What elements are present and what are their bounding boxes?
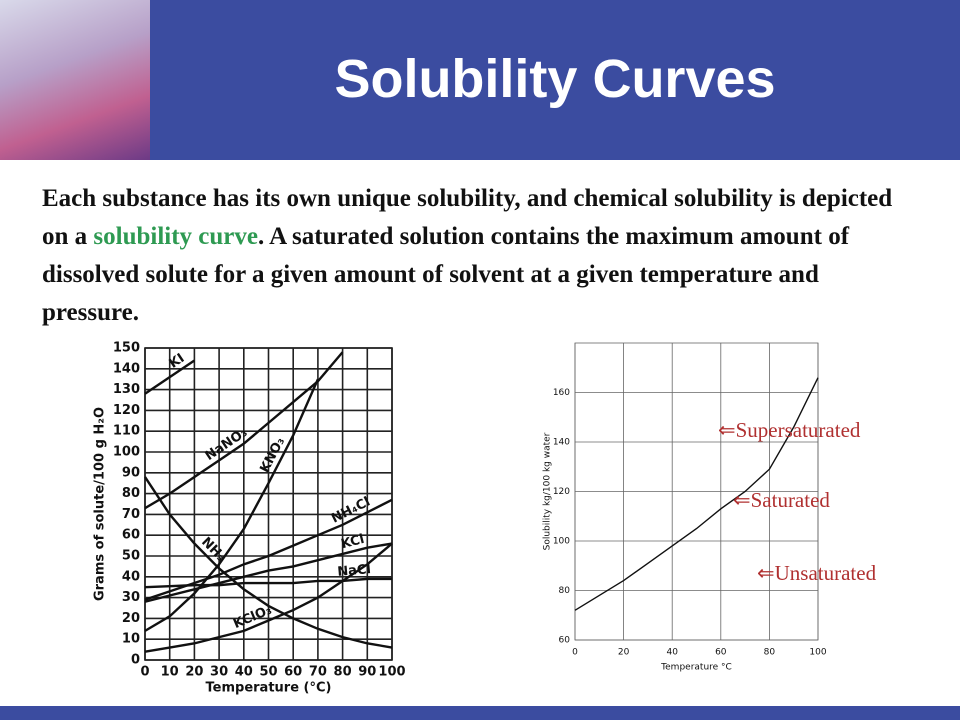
arrow-icon: ⇐ xyxy=(733,488,751,512)
x-tick-label: 40 xyxy=(235,665,253,680)
y-tick-label: 60 xyxy=(122,528,140,543)
x-tick-label: 0 xyxy=(140,665,149,680)
curve xyxy=(144,351,344,510)
y-tick-label: 90 xyxy=(122,465,140,480)
chart: 0 10 20 30 40 50 60 70 80 90 100010203040506070809… xyxy=(93,341,406,696)
annotation-text: Unsaturated xyxy=(775,561,877,585)
y-tick-label: 160 xyxy=(553,388,570,398)
footer-band xyxy=(0,706,960,720)
x-tick-label: 40 xyxy=(666,648,678,658)
curve xyxy=(143,476,393,649)
chart: 0 20 40 60 80 100 60 80 100 120 140 160 Temperature … xyxy=(543,342,877,673)
annotation: ⇐Unsaturated xyxy=(757,561,877,585)
x-tick-label: 20 xyxy=(185,665,203,680)
annotation-text: Saturated xyxy=(751,488,831,512)
y-tick-label: 100 xyxy=(553,537,570,547)
curve xyxy=(144,542,393,653)
y-tick-label: 0 xyxy=(131,653,140,668)
x-tick-label: 90 xyxy=(358,665,376,680)
y-tick-label: 20 xyxy=(122,611,140,626)
curve xyxy=(574,377,819,611)
y-tick-label: 60 xyxy=(559,636,571,646)
x-tick-label: 100 xyxy=(809,648,826,658)
flask-image xyxy=(0,0,150,160)
x-axis-label: Temperature (°C) xyxy=(206,681,332,696)
x-tick-label: 80 xyxy=(764,648,776,658)
annotation: ⇐Saturated xyxy=(733,488,830,512)
y-tick-label: 130 xyxy=(113,382,140,397)
curve xyxy=(144,542,393,603)
x-tick-label: 20 xyxy=(618,648,630,658)
y-tick-label: 10 xyxy=(122,632,140,647)
annotation: ⇐Supersaturated xyxy=(718,418,861,442)
curve xyxy=(144,359,196,395)
arrow-icon: ⇐ xyxy=(757,561,775,585)
y-tick-label: 110 xyxy=(113,424,140,439)
slide-title: Solubility Curves xyxy=(334,49,776,109)
x-tick-label: 60 xyxy=(715,648,727,658)
y-tick-label: 70 xyxy=(122,507,140,522)
y-tick-label: 40 xyxy=(122,569,140,584)
y-tick-label: 100 xyxy=(113,445,140,460)
y-tick-label: 80 xyxy=(122,486,140,501)
annotation-text: Supersaturated xyxy=(736,418,861,442)
x-axis-label: Temperature °C xyxy=(660,663,732,673)
curve-label: KI xyxy=(167,351,188,372)
y-axis-label: Grams of solute/100 g H₂O xyxy=(93,407,108,601)
y-tick-label: 50 xyxy=(122,549,140,564)
y-axis-label: Solubility kg/100 kg water xyxy=(543,432,553,550)
x-tick-label: 30 xyxy=(210,665,228,680)
y-tick-label: 140 xyxy=(113,361,140,376)
highlight: solubility curve xyxy=(93,223,258,250)
arrow-icon: ⇐ xyxy=(718,418,736,442)
x-tick-label: 70 xyxy=(309,665,327,680)
curve-label: NH₃ xyxy=(198,535,228,565)
curve xyxy=(144,577,392,589)
x-tick-label: 100 xyxy=(378,665,405,680)
y-tick-label: 30 xyxy=(122,590,140,605)
x-tick-label: 60 xyxy=(284,665,302,680)
y-tick-label: 120 xyxy=(113,403,140,418)
text: Each substance has its own unique solubi… xyxy=(42,185,893,250)
y-tick-label: 150 xyxy=(113,341,140,356)
text: . A saturated solution contains the maxi… xyxy=(42,223,850,326)
x-tick-label: 50 xyxy=(259,665,277,680)
x-tick-label: 80 xyxy=(334,665,352,680)
curve-label: KCl xyxy=(340,532,366,552)
x-tick-label: 0 xyxy=(572,648,578,658)
curve xyxy=(144,378,319,632)
paragraph: Each substance has its own unique solubi… xyxy=(42,180,922,332)
y-tick-label: 80 xyxy=(559,586,571,596)
header-band: Solubility Curves xyxy=(0,0,960,160)
x-tick-label: 10 xyxy=(161,665,179,680)
y-tick-label: 120 xyxy=(553,487,570,497)
y-tick-label: 140 xyxy=(553,438,570,448)
